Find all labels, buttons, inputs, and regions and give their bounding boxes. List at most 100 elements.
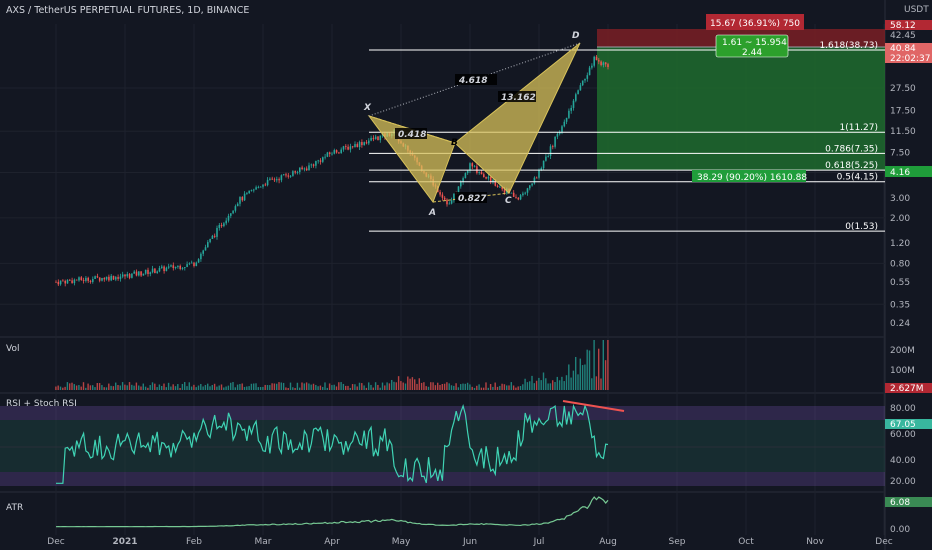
candle-body — [552, 146, 554, 148]
volume-bar — [133, 385, 135, 390]
volume-bar — [103, 387, 105, 390]
volume-bar — [138, 385, 140, 390]
volume-bar — [535, 380, 538, 390]
candle-body — [370, 137, 372, 141]
risk-reward-box[interactable] — [715, 34, 789, 58]
candle-body — [579, 85, 582, 91]
fib-level-label: 0.5(4.15) — [837, 173, 878, 183]
volume-bar — [115, 382, 117, 390]
time-tick: Mar — [255, 537, 272, 547]
candle-body — [117, 277, 119, 279]
candle-body — [299, 167, 301, 172]
volume-bar — [575, 356, 577, 390]
time-axis[interactable]: Dec 2021 Feb Mar Apr May Jun Jul Aug Sep Oct Nov Dec — [47, 537, 892, 547]
volume-bar — [128, 382, 131, 390]
price-tick: 0.55 — [890, 278, 910, 288]
rsi-divergence-line[interactable] — [562, 400, 625, 412]
volume-bar — [464, 383, 466, 390]
candle-body — [167, 266, 170, 268]
volume-tick-200m: 200M — [890, 346, 915, 356]
candle-body — [310, 164, 313, 166]
volume-bar — [80, 386, 82, 390]
fib-levels[interactable]: 1.618(38.73) 1(11.27) 0.786(7.35) 0.618(5.2… — [369, 41, 885, 232]
volume-bar — [358, 382, 361, 390]
volume-pane-label[interactable]: Vol — [6, 344, 19, 354]
volume-bar — [289, 382, 292, 390]
candle-body — [266, 179, 269, 186]
fib-level-label: 0.618(5.25) — [825, 161, 878, 171]
volume-bar — [317, 386, 319, 390]
candle-body — [354, 144, 356, 148]
take-profit-zone[interactable] — [597, 47, 885, 170]
candle-body — [538, 169, 540, 178]
candle-body — [499, 186, 501, 188]
rsi-tick-20: 20.00 — [890, 477, 916, 487]
candle-body — [549, 146, 552, 156]
volume-bar — [414, 379, 416, 390]
risk-reward-line2: 2.44 — [742, 48, 762, 58]
volume-bar — [457, 387, 460, 390]
candle-body — [363, 142, 365, 146]
time-tick: Apr — [324, 537, 340, 547]
volume-bar — [147, 387, 149, 390]
volume-bar — [303, 383, 305, 390]
candle-body — [545, 156, 547, 161]
volume-bar — [287, 387, 289, 390]
volume-bar — [519, 386, 522, 390]
volume-bar — [365, 387, 368, 390]
volume-bar — [151, 382, 154, 390]
candle-body — [510, 192, 513, 194]
volume-bar — [533, 383, 535, 390]
candle-body — [255, 187, 257, 190]
candle-body — [374, 136, 377, 140]
candle-body — [450, 200, 453, 204]
candle-body — [604, 62, 607, 65]
volume-bar — [607, 340, 609, 390]
candle-body — [264, 184, 267, 186]
countdown-text: 22:02:37 — [890, 54, 930, 64]
volume-bar — [59, 386, 62, 390]
volume-bar — [223, 387, 225, 390]
candle-body — [335, 150, 338, 153]
candle-body — [558, 132, 561, 134]
price-tick: 42.45 — [890, 31, 916, 41]
volume-bar — [572, 370, 575, 390]
volume-bar — [167, 382, 170, 390]
volume-bar — [243, 386, 246, 390]
volume-bar — [418, 378, 420, 390]
atr-pane-label[interactable]: ATR — [6, 503, 23, 513]
volume-bar — [515, 387, 517, 390]
candle-body — [338, 152, 340, 154]
candle-body — [200, 253, 202, 260]
point-a-label: A — [428, 208, 436, 218]
price-scale[interactable]: 100.0042.4527.5017.5011.507.505.003.002.… — [890, 20, 922, 329]
atr-last-value: 6.08 — [890, 498, 910, 508]
volume-bar — [446, 382, 448, 390]
candle-body — [112, 275, 115, 280]
candle-body — [519, 195, 522, 200]
volume-bar — [347, 385, 349, 390]
time-tick: Dec — [875, 537, 892, 547]
candle-body — [358, 142, 361, 148]
rsi-pane-label[interactable]: RSI + Stoch RSI — [6, 399, 77, 409]
harmonic-pattern[interactable]: X A B C D 4.618 0.418 0.827 13.162 — [363, 31, 581, 218]
candle-body — [533, 177, 536, 184]
volume-bar — [345, 385, 347, 390]
candle-body — [565, 117, 568, 122]
volume-last-tag — [885, 383, 932, 393]
rsi-tick-80: 80.00 — [890, 404, 916, 414]
atr-last-tag — [885, 497, 932, 507]
candle-body — [246, 193, 248, 194]
volume-bar — [522, 384, 524, 390]
candle-body — [220, 225, 223, 227]
volume-bar — [78, 385, 80, 390]
candle-body — [89, 280, 92, 282]
volume-bar — [193, 384, 195, 390]
candle-body — [503, 189, 506, 193]
candle-body — [317, 160, 319, 162]
volume-bar — [372, 387, 374, 390]
ratio-xab: 0.418 — [398, 130, 426, 140]
symbol-title[interactable]: AXS / TetherUS PERPETUAL FUTURES, 1D, BI… — [6, 5, 249, 16]
fib-level-label: 0(1.53) — [845, 222, 878, 232]
